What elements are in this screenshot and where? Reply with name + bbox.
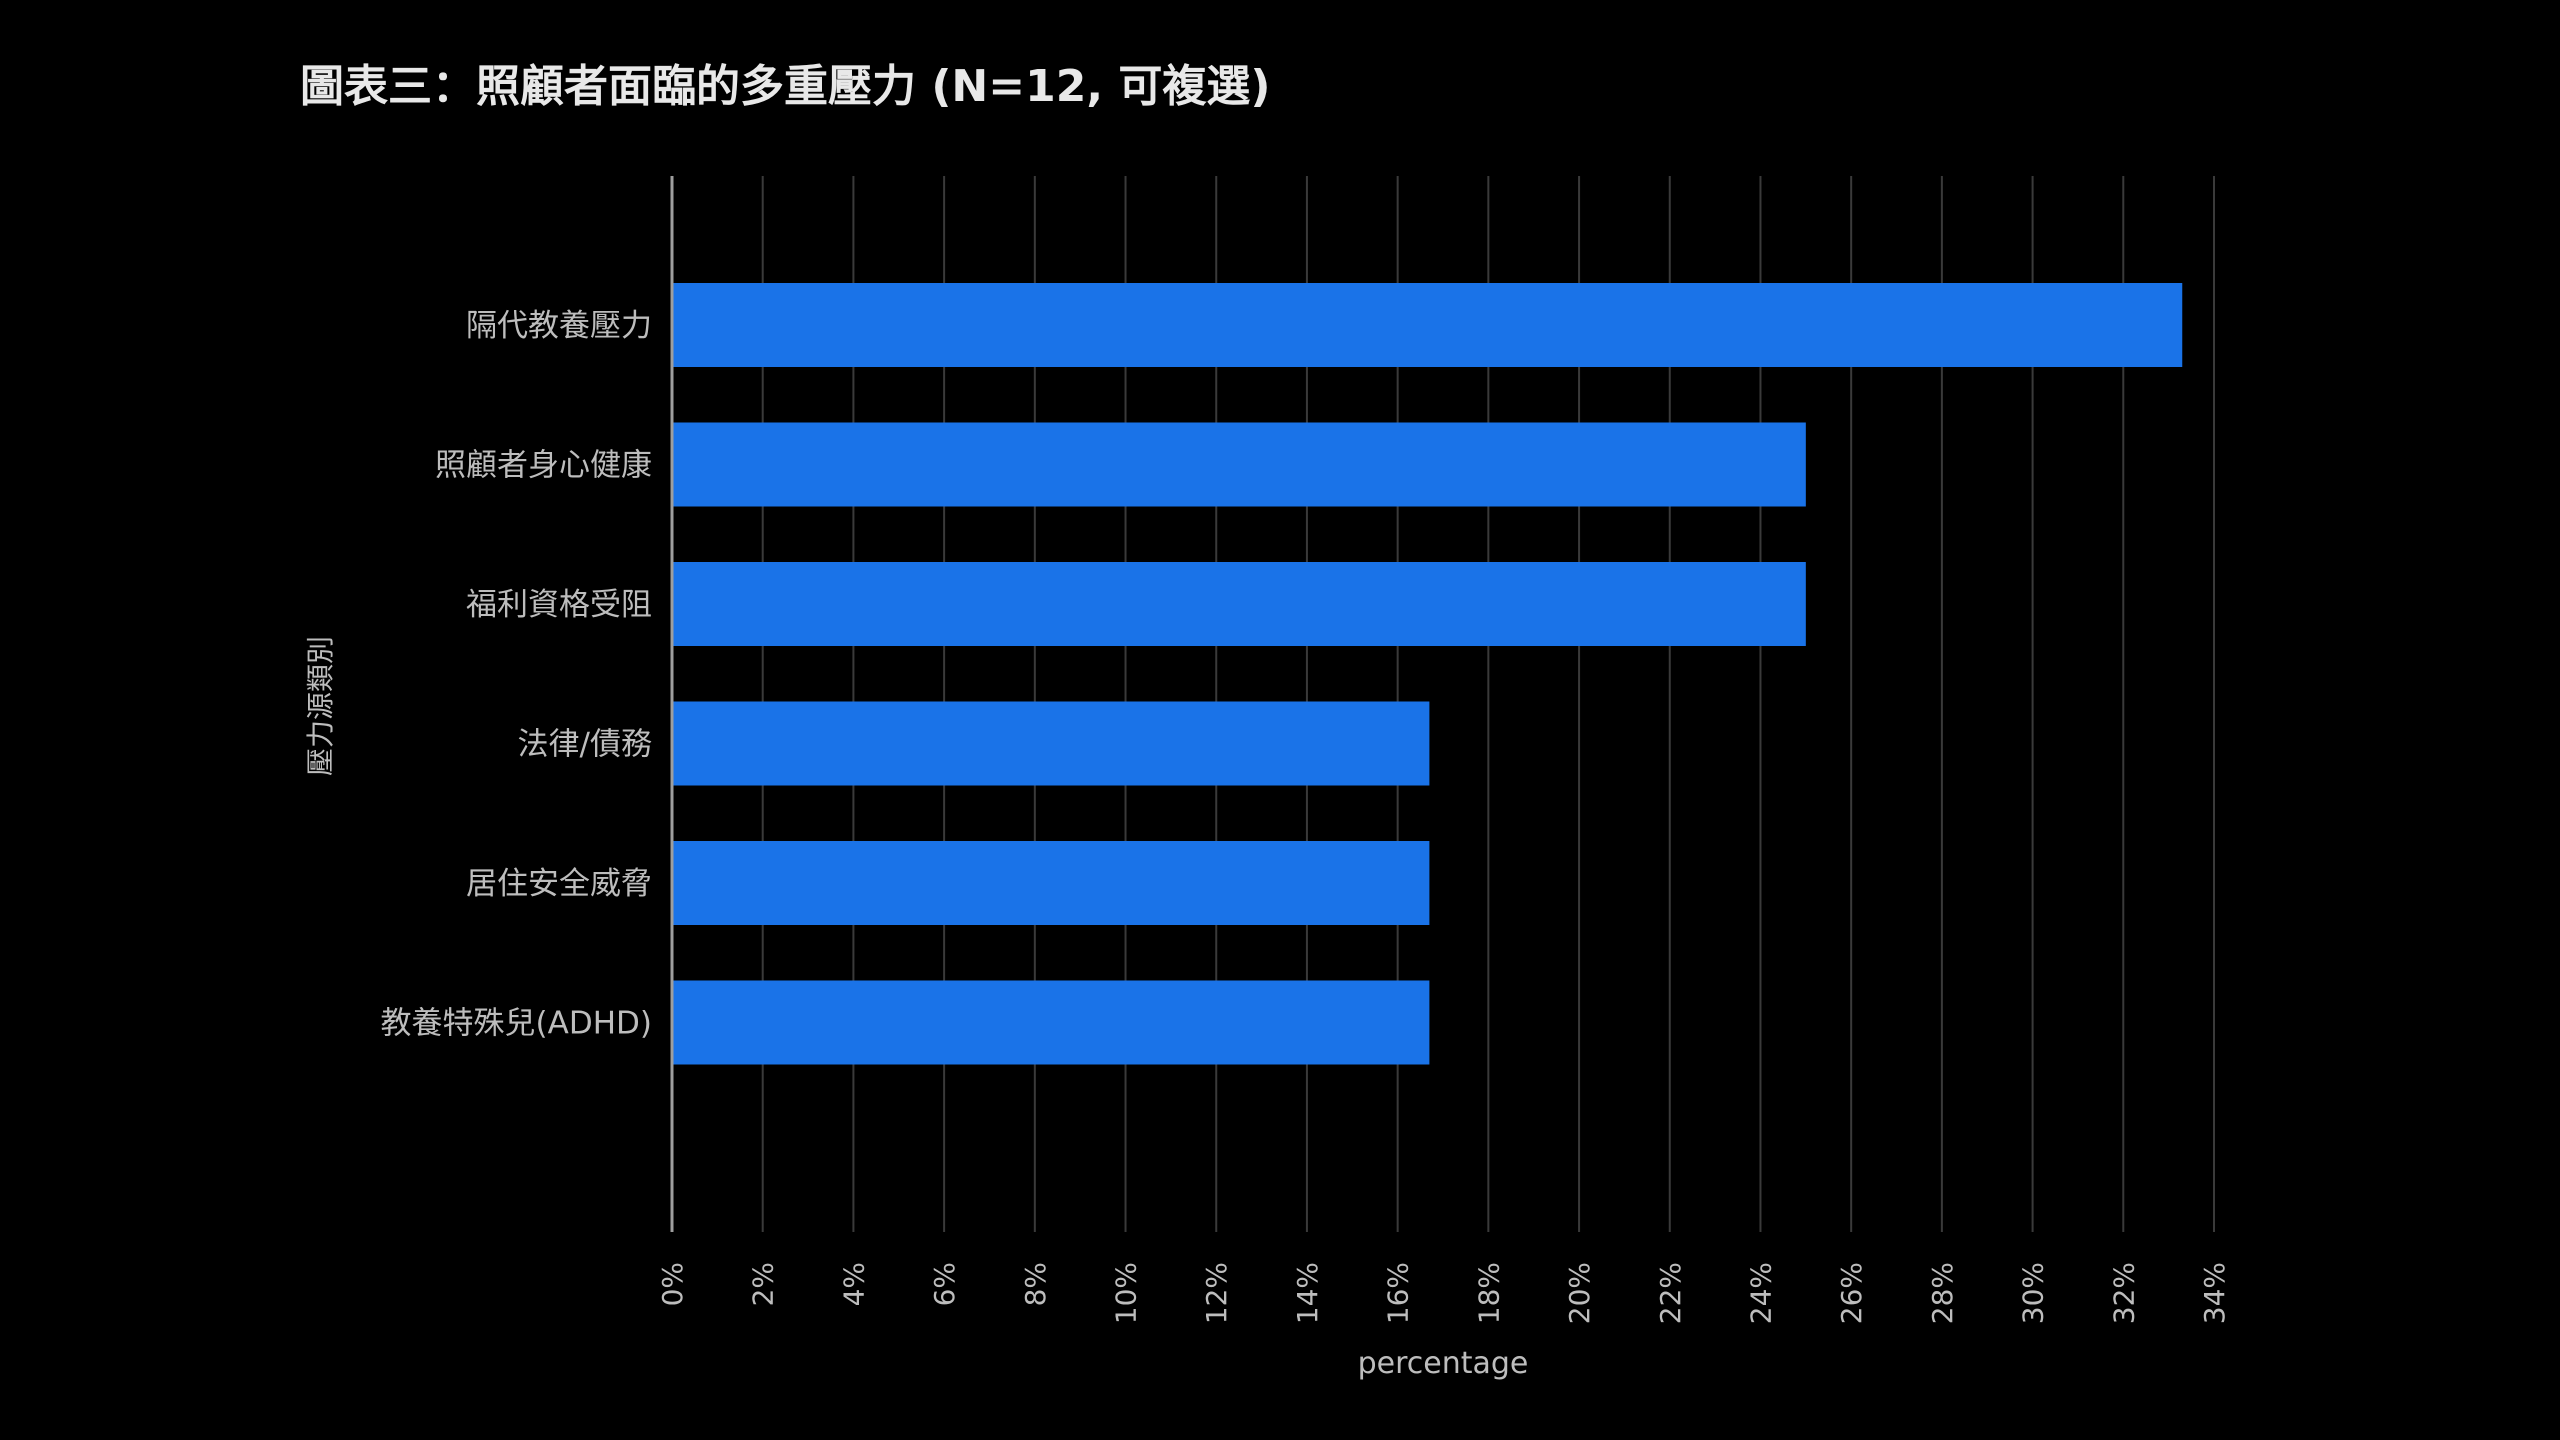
bar — [672, 701, 1430, 786]
x-tick-label: 28% — [1926, 1262, 1959, 1324]
chart-title: 圖表三：照顧者面臨的多重壓力 (N=12, 可複選) — [300, 61, 1271, 112]
category-labels: 隔代教養壓力照顧者身心健康福利資格受阻法律/債務居住安全威脅教養特殊兒(ADHD… — [381, 308, 652, 1042]
x-tick-label: 14% — [1291, 1262, 1324, 1324]
x-tick-label: 22% — [1654, 1262, 1687, 1324]
x-tick-label: 2% — [747, 1262, 780, 1306]
x-tick-labels: 0% 2% 4% 6% 8% 10% 12% 14% 16% 18% 20% 22% 24% 26% 28%… — [656, 1262, 2231, 1324]
bar — [672, 980, 1430, 1065]
x-tick-label: 8% — [1019, 1262, 1052, 1306]
x-tick-label: 18% — [1472, 1262, 1505, 1324]
category-label: 居住安全威脅 — [466, 866, 652, 902]
x-tick-label: 16% — [1382, 1262, 1415, 1324]
bar — [672, 841, 1430, 925]
bars — [672, 283, 2183, 1065]
x-tick-label: 10% — [1110, 1262, 1143, 1324]
x-tick-label: 20% — [1563, 1262, 1596, 1324]
x-tick-label: 0% — [656, 1262, 689, 1306]
x-tick-label: 32% — [2107, 1262, 2140, 1324]
x-tick-label: 6% — [928, 1262, 961, 1306]
x-tick-label: 12% — [1200, 1262, 1233, 1324]
category-label: 法律/債務 — [518, 727, 652, 763]
x-tick-label: 4% — [837, 1262, 870, 1306]
category-label: 照顧者身心健康 — [435, 448, 652, 484]
bar — [672, 422, 1806, 507]
category-label: 福利資格受阻 — [466, 587, 652, 623]
category-label: 教養特殊兒(ADHD) — [381, 1006, 652, 1042]
x-tick-label: 26% — [1835, 1262, 1868, 1324]
x-tick-label: 30% — [2017, 1262, 2050, 1324]
x-axis-title: percentage — [1358, 1346, 1529, 1381]
x-tick-label: 24% — [1744, 1262, 1777, 1324]
y-axis-title: 壓力源類別 — [304, 636, 337, 776]
x-tick-label: 34% — [2198, 1262, 2231, 1324]
bar — [672, 562, 1806, 646]
bar — [672, 283, 2183, 367]
category-label: 隔代教養壓力 — [466, 308, 652, 344]
